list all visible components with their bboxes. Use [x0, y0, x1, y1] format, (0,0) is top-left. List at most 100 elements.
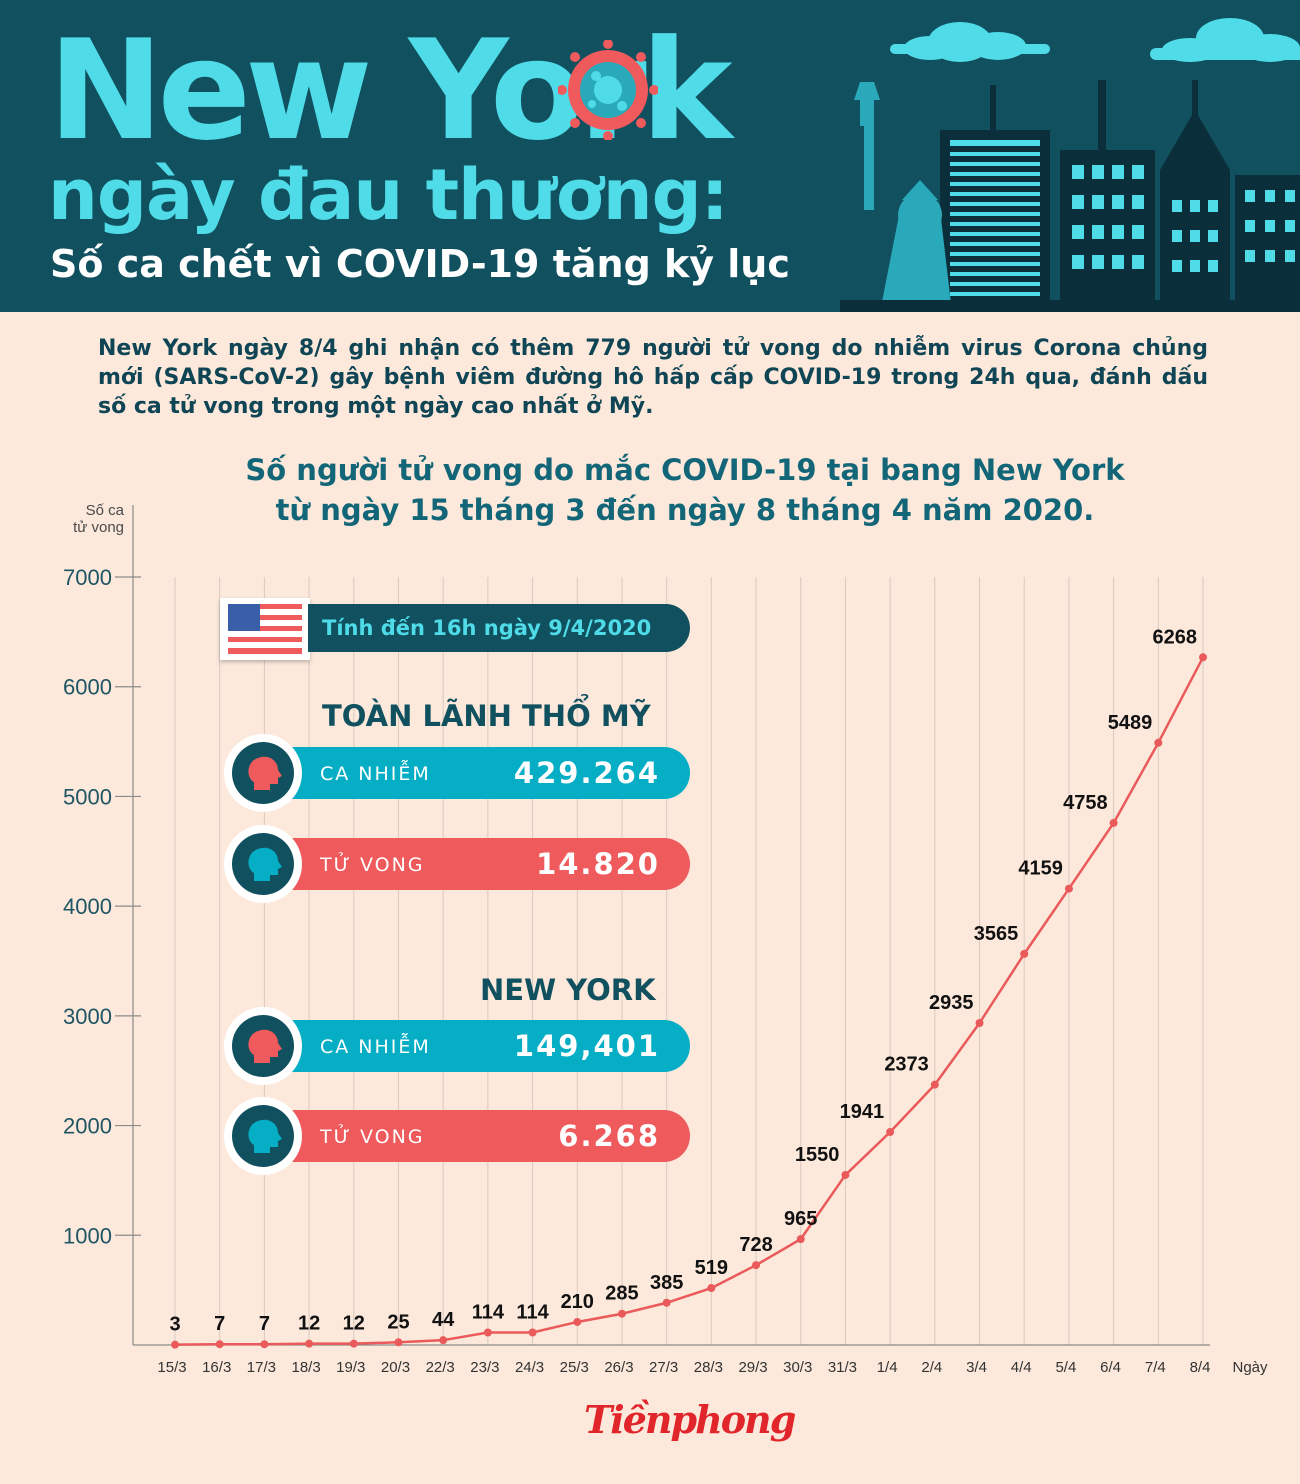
x-tick-label: 8/4	[1190, 1359, 1211, 1376]
data-point	[573, 1317, 582, 1326]
x-tick-label: 28/3	[694, 1359, 723, 1376]
data-point	[1154, 738, 1163, 747]
data-label: 7	[214, 1313, 225, 1335]
head-icon	[248, 847, 282, 881]
data-point	[305, 1339, 314, 1348]
data-label: 728	[739, 1234, 772, 1256]
usa-cases-avatar	[224, 734, 302, 812]
data-label: 44	[432, 1309, 455, 1331]
new-york-section-title: NEW YORK	[480, 973, 656, 1007]
x-tick-label: 4/4	[1011, 1359, 1032, 1376]
x-tick-label: 1/4	[877, 1359, 898, 1376]
data-point	[171, 1340, 179, 1349]
data-label: 519	[695, 1257, 728, 1279]
x-tick-label: 22/3	[426, 1359, 455, 1376]
y-tick-label: 6000	[63, 675, 112, 700]
usa-cases-value: 429.264	[513, 756, 660, 790]
data-point	[1064, 884, 1073, 893]
data-label: 7	[259, 1313, 270, 1335]
head-icon	[248, 1029, 282, 1063]
series-line	[174, 656, 1205, 1346]
x-tick-label: 16/3	[202, 1359, 231, 1376]
data-point	[841, 1170, 850, 1179]
ny-cases-bar	[262, 1020, 690, 1072]
data-label: 12	[298, 1313, 320, 1335]
usa-cases-label: CA NHIỄM	[320, 763, 431, 785]
x-tick-label: 29/3	[738, 1359, 767, 1376]
y-tick-label: 1000	[63, 1223, 112, 1248]
data-label: 5489	[1108, 712, 1153, 734]
usa-cases-bar	[262, 747, 690, 799]
data-point	[528, 1328, 537, 1337]
x-tick-label: 25/3	[560, 1359, 589, 1376]
us-flag-icon	[220, 598, 310, 660]
data-point	[1020, 949, 1029, 958]
chart-title: Số người tử vong do mắc COVID-19 tại ban…	[150, 450, 1220, 530]
x-tick-label: 15/3	[157, 1359, 186, 1376]
data-label: 12	[343, 1313, 365, 1335]
data-point	[617, 1309, 626, 1318]
data-label: 285	[605, 1283, 638, 1305]
y-tick-label: 7000	[63, 565, 112, 590]
x-tick-label: 5/4	[1055, 1359, 1076, 1376]
data-label: 4758	[1063, 792, 1108, 814]
data-point	[1199, 653, 1207, 662]
data-point	[483, 1328, 492, 1337]
data-point	[1109, 818, 1118, 827]
head-icon	[248, 1119, 282, 1153]
chart-title-line2: từ ngày 15 tháng 3 đến ngày 8 tháng 4 nă…	[275, 493, 1095, 527]
data-label: 6268	[1153, 626, 1198, 648]
x-tick-label: 2/4	[921, 1359, 942, 1376]
data-label: 1941	[840, 1101, 885, 1123]
new-york-skyline-icon	[840, 18, 1300, 312]
x-tick-label: 6/4	[1100, 1359, 1121, 1376]
data-point	[752, 1261, 761, 1270]
ny-deaths-avatar	[224, 1097, 302, 1175]
x-tick-label: 30/3	[783, 1359, 812, 1376]
x-tick-label: 24/3	[515, 1359, 544, 1376]
ny-cases-avatar	[224, 1007, 302, 1085]
data-label: 25	[387, 1311, 409, 1333]
data-label: 3565	[974, 923, 1019, 945]
y-axis-label: tử vong	[73, 519, 124, 536]
x-tick-label: 19/3	[336, 1359, 365, 1376]
y-tick-label: 4000	[63, 894, 112, 919]
headline-subtitle: ngày đau thương:	[48, 154, 729, 236]
x-tick-label: 17/3	[247, 1359, 276, 1376]
x-tick-label: 27/3	[649, 1359, 678, 1376]
data-label: 385	[650, 1272, 683, 1294]
virus-icon	[558, 40, 658, 140]
data-point	[975, 1018, 984, 1027]
usa-deaths-bar	[262, 838, 690, 890]
ny-cases-label: CA NHIỄM	[320, 1036, 431, 1058]
data-point	[796, 1235, 805, 1244]
y-tick-label: 5000	[63, 784, 112, 809]
chart-title-line1: Số người tử vong do mắc COVID-19 tại ban…	[245, 453, 1125, 487]
data-point	[439, 1336, 448, 1345]
data-label: 965	[784, 1208, 817, 1230]
as-of-pill	[308, 604, 690, 652]
headline-tagline: Số ca chết vì COVID-19 tăng kỷ lục	[50, 242, 790, 286]
y-tick-label: 2000	[63, 1114, 112, 1139]
data-point	[215, 1340, 224, 1349]
x-tick-label: 18/3	[291, 1359, 320, 1376]
header-banner: New York ngày đau thương: Số ca chết vì …	[0, 0, 1300, 312]
x-tick-label: 20/3	[381, 1359, 410, 1376]
usa-deaths-avatar	[224, 825, 302, 903]
data-point	[886, 1128, 895, 1137]
data-label: 210	[561, 1291, 594, 1313]
x-tick-label: 26/3	[604, 1359, 633, 1376]
y-axis-label: Số ca	[86, 502, 125, 519]
intro-paragraph: New York ngày 8/4 ghi nhận có thêm 779 n…	[98, 336, 1208, 419]
x-tick-label: 7/4	[1145, 1359, 1166, 1376]
data-label: 1550	[795, 1144, 840, 1166]
y-tick-label: 3000	[63, 1004, 112, 1029]
head-icon	[248, 756, 282, 790]
data-point	[349, 1339, 358, 1348]
data-label: 3	[169, 1314, 180, 1336]
data-point	[707, 1284, 716, 1293]
data-point	[394, 1338, 403, 1347]
x-tick-label: 31/3	[828, 1359, 857, 1376]
data-label: 114	[472, 1301, 505, 1323]
